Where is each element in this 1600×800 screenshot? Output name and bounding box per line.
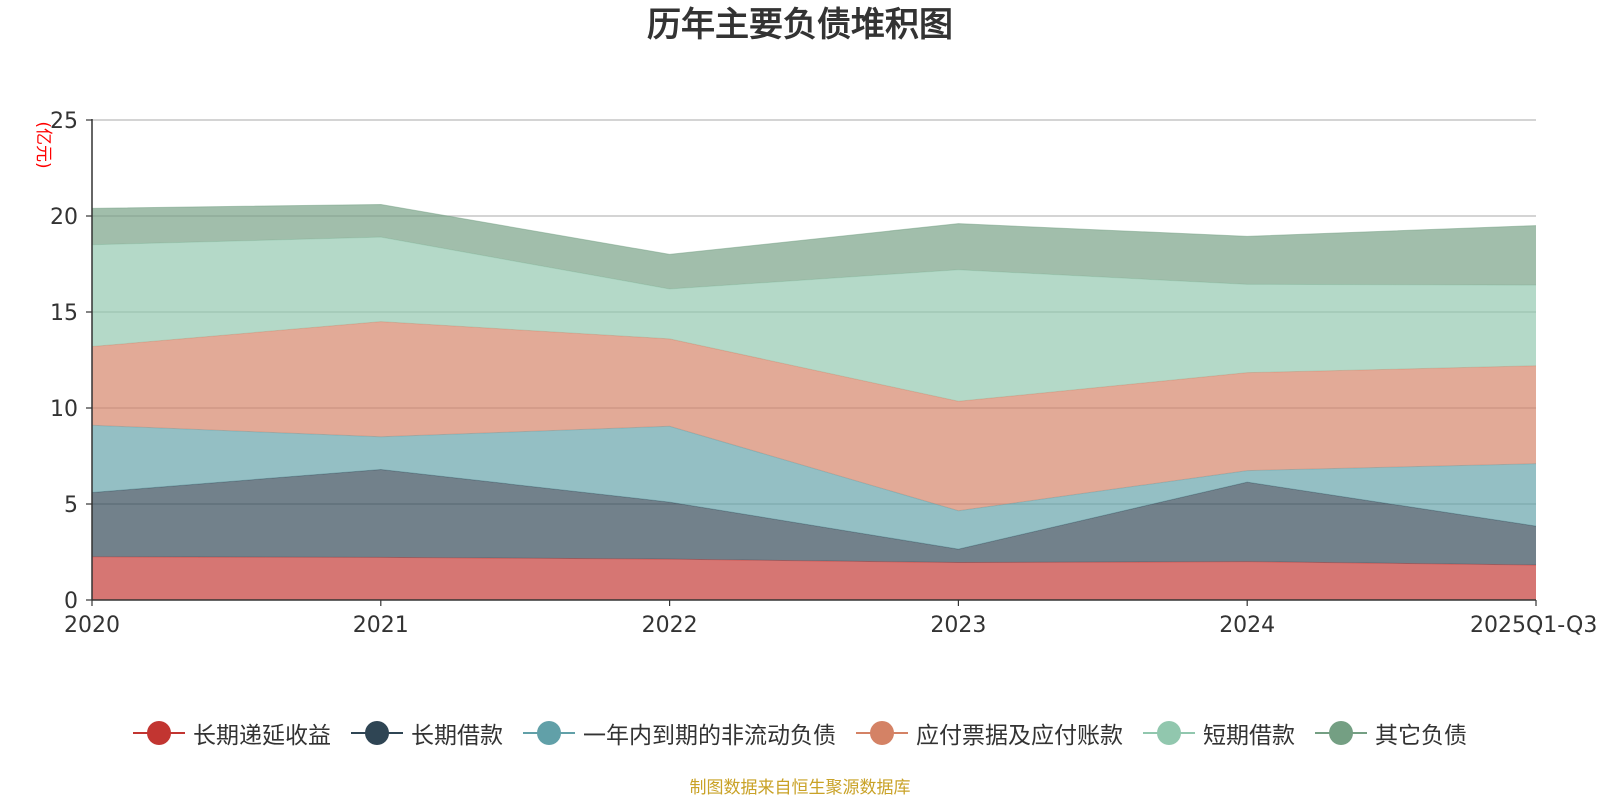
legend-label: 长期借款 [411,723,503,749]
area-series [91,203,1537,600]
area-top-line [91,203,1537,255]
legend-label: 其它负债 [1375,723,1467,749]
legend-label: 长期递延收益 [193,723,331,749]
legend: 长期递延收益 长期借款 一年内到期的非流动负债 应付票据及应付账款 短期借款 其它负债 [0,716,1600,750]
legend-label: 应付票据及应付账款 [916,723,1123,749]
legend-item[interactable]: 长期借款 [351,716,503,750]
y-tick-label: 25 [50,109,78,134]
area-一年内到期的非流动负债 [92,425,1536,550]
area-应付票据及应付账款 [92,321,1536,511]
axes [91,119,1536,601]
area-长期递延收益 [92,556,1536,600]
y-tick-label: 0 [64,589,78,614]
x-tick-label: 2024 [1219,613,1275,638]
y-axis-label: (亿元) [33,121,53,168]
x-tick-label: 2022 [642,613,698,638]
y-axis-ticks: 0 5 10 15 20 25 [50,109,92,614]
legend-label: 一年内到期的非流动负债 [583,723,836,749]
x-tick-label: 2020 [64,613,120,638]
legend-marker-icon [133,721,185,745]
y-tick-label: 15 [50,301,78,326]
legend-item[interactable]: 一年内到期的非流动负债 [523,716,836,750]
area-其它负债 [92,204,1536,289]
legend-item[interactable]: 其它负债 [1315,716,1467,750]
chart-title: 历年主要负债堆积图 [647,5,953,45]
legend-marker-icon [351,721,403,745]
source-note: 制图数据来自恒生聚源数据库 [689,778,911,798]
x-tick-label: 2025Q1-Q3 [1470,613,1597,638]
x-axis-ticks: 2020 2021 2022 2023 2024 2025Q1-Q3 [64,600,1597,638]
legend-marker-icon [856,721,908,745]
y-tick-label: 20 [50,205,78,230]
legend-marker-icon [1315,721,1367,745]
area-短期借款 [92,237,1536,402]
legend-marker-icon [523,721,575,745]
x-tick-label: 2023 [930,613,986,638]
legend-marker-icon [1143,721,1195,745]
legend-item[interactable]: 短期借款 [1143,716,1295,750]
y-tick-label: 5 [64,493,78,518]
legend-label: 短期借款 [1203,723,1295,749]
legend-item[interactable]: 应付票据及应付账款 [856,716,1123,750]
x-tick-label: 2021 [353,613,409,638]
y-tick-label: 10 [50,397,78,422]
legend-item[interactable]: 长期递延收益 [133,716,331,750]
area-长期借款 [92,469,1536,566]
